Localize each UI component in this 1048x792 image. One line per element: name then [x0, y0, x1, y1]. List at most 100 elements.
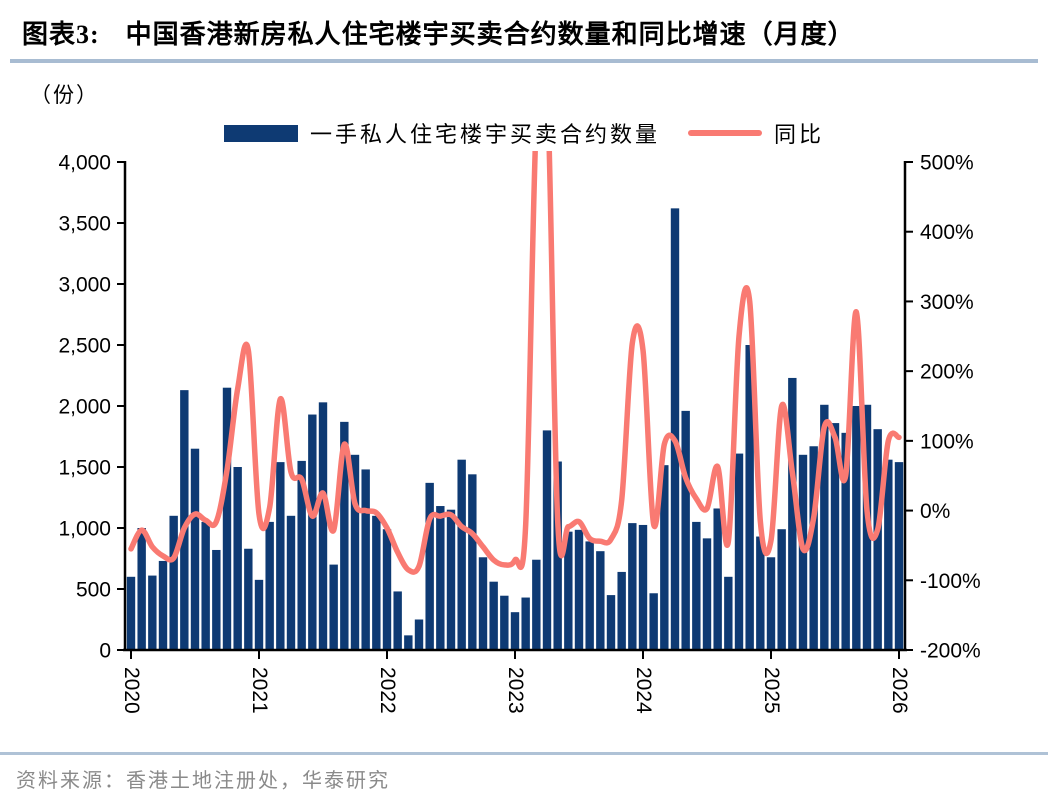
- bar-month-2020-08: [201, 521, 210, 650]
- bar-month-2024-03: [660, 465, 669, 650]
- right-axis-label: 300%: [920, 291, 974, 314]
- bar-month-2023-07: [574, 529, 584, 650]
- bar-month-2025-12: [884, 459, 893, 650]
- bar-month-2023-05: [553, 461, 562, 650]
- bar-month-2022-03: [404, 635, 413, 650]
- tick-marks: [117, 161, 913, 659]
- bar-month-2023-12: [628, 523, 637, 650]
- left-axis-label: 500: [76, 579, 111, 602]
- bar-series-label: 一手私人住宅楼宇买卖合约数量: [309, 122, 660, 147]
- bar-month-2024-06: [692, 521, 701, 650]
- left-axis-label: 1,000: [58, 518, 111, 541]
- bar-month-2024-07: [702, 538, 712, 650]
- x-axis-year-label: 2023: [504, 667, 527, 714]
- bar-month-2023-09: [596, 551, 605, 650]
- x-axis-year-label: 2025: [760, 667, 783, 714]
- x-axis-year-label: 2020: [120, 667, 143, 714]
- bar-month-2025-06: [820, 404, 829, 650]
- right-axis-label: 200%: [920, 361, 974, 384]
- bar-month-2022-05: [425, 482, 434, 650]
- bar-month-2025-09: [852, 406, 861, 650]
- line-series-label: 同比: [774, 122, 825, 147]
- bar-month-2022-01: [382, 529, 392, 650]
- x-axis-year-label: 2026: [888, 667, 911, 714]
- bar-month-2024-01: [638, 524, 648, 650]
- bar-month-2020-06: [180, 390, 189, 650]
- right-axis-label: -100%: [920, 570, 981, 593]
- bar-month-2024-10: [734, 453, 744, 650]
- bar-month-2026-01: [894, 462, 904, 650]
- left-axis-label: 1,500: [58, 457, 111, 480]
- right-axis-label: 400%: [920, 221, 974, 244]
- bar-month-2024-09: [724, 576, 733, 650]
- legend-item-line: 同比: [688, 117, 824, 149]
- dual-axis-chart: 4,000 3,500 3,000 2,500 2,000 1,500 1,000 500 0 5…: [58, 151, 981, 715]
- bar-month-2023-11: [617, 571, 626, 650]
- bar-month-2021-11: [361, 469, 370, 650]
- figure-tag: 图表3:: [22, 20, 100, 49]
- bar-month-2021-01: [254, 579, 264, 650]
- bar-month-2020-04: [158, 560, 168, 650]
- bar-month-2020-09: [212, 549, 221, 650]
- bar-month-2020-07: [190, 448, 200, 650]
- bar-month-2022-10: [478, 557, 488, 650]
- bar-month-2020-02: [137, 528, 146, 650]
- bar-month-2024-08: [713, 508, 722, 650]
- left-axis-unit-label: （份）: [30, 83, 99, 107]
- right-axis-label: 100%: [920, 430, 974, 453]
- right-axis-label: 500%: [920, 152, 974, 175]
- bar-month-2023-06: [564, 531, 573, 650]
- bar-month-2024-05: [681, 410, 690, 650]
- bar-month-2025-05: [809, 446, 818, 650]
- footer-rule: [0, 752, 1048, 755]
- x-axis-year-label: 2024: [632, 667, 655, 714]
- bar-month-2022-04: [414, 619, 424, 650]
- bar-month-2023-02: [521, 597, 530, 650]
- figure-title: 中国香港新房私人住宅楼宇买卖合约数量和同比增速（月度）: [125, 20, 855, 49]
- bar-month-2021-12: [372, 515, 381, 650]
- bar-month-2024-02: [649, 593, 658, 650]
- bar-month-2021-04: [286, 515, 296, 650]
- bar-month-2020-01: [126, 576, 136, 650]
- bar-month-2021-03: [276, 462, 285, 650]
- bar-month-2024-04: [670, 208, 680, 651]
- source-note: 资料来源：香港土地注册处，华泰研究: [16, 770, 390, 792]
- legend-item-bars: 一手私人住宅楼宇买卖合约数量: [223, 117, 660, 149]
- header-rule: [10, 59, 1038, 63]
- x-axis-year-label: 2022: [376, 667, 399, 714]
- chart-legend: 一手私人住宅楼宇买卖合约数量 同比: [0, 117, 1048, 149]
- line-series-swatch: [688, 130, 762, 136]
- bar-month-2022-07: [446, 509, 456, 650]
- bar-month-2023-08: [585, 541, 594, 650]
- left-axis-label: 4,000: [58, 152, 111, 175]
- bar-month-2022-12: [500, 595, 509, 650]
- yoy-line: [128, 151, 902, 575]
- bar-month-2023-03: [532, 559, 541, 650]
- bar-month-2020-12: [244, 548, 253, 650]
- bar-month-2021-09: [340, 421, 349, 650]
- right-axis-label: 0%: [920, 500, 950, 523]
- bar-month-2024-12: [756, 536, 765, 650]
- left-axis-label: 2,000: [58, 396, 111, 419]
- bar-month-2022-11: [489, 581, 498, 650]
- bar-month-2021-02: [265, 521, 274, 650]
- left-axis-label: 3,000: [58, 274, 111, 297]
- bar-month-2025-11: [873, 429, 882, 650]
- plot-area: 4,000 3,500 3,000 2,500 2,000 1,500 1,000 500 0 5…: [0, 151, 1048, 744]
- right-axis-label: -200%: [920, 640, 981, 663]
- left-axis-label: 2,500: [58, 335, 111, 358]
- bar-month-2025-03: [788, 377, 797, 650]
- bar-month-2025-08: [841, 432, 850, 650]
- tick-labels: 4,000 3,500 3,000 2,500 2,000 1,500 1,000 500 0 5…: [58, 152, 980, 715]
- bar-month-2021-07: [318, 402, 328, 650]
- bar-month-2023-10: [606, 595, 616, 650]
- bar-series-swatch: [223, 124, 298, 142]
- bar-month-2020-11: [233, 467, 242, 650]
- left-axis-label: 3,500: [58, 213, 111, 236]
- bars-group: [126, 208, 904, 651]
- bar-month-2022-06: [436, 506, 445, 650]
- bar-month-2021-05: [297, 460, 306, 650]
- bar-month-2020-03: [148, 575, 157, 650]
- bar-month-2022-02: [393, 591, 402, 650]
